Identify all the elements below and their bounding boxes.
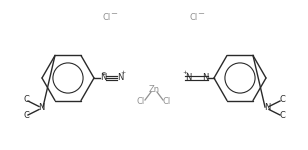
Text: C: C <box>279 111 285 120</box>
Text: C: C <box>23 96 29 105</box>
Text: N: N <box>117 74 123 82</box>
Text: −: − <box>111 9 117 18</box>
Text: +: + <box>120 70 126 75</box>
Text: C: C <box>23 111 29 120</box>
Text: C: C <box>279 96 285 105</box>
Text: ≡: ≡ <box>102 72 106 76</box>
Text: −: − <box>197 9 205 18</box>
Text: +: + <box>182 70 188 75</box>
Text: Cl: Cl <box>137 96 145 105</box>
Text: Zn: Zn <box>148 85 160 94</box>
Text: N: N <box>185 74 191 82</box>
Text: N: N <box>100 74 106 82</box>
Text: N: N <box>202 74 208 82</box>
Text: Cl: Cl <box>163 96 171 105</box>
Text: N: N <box>264 103 270 112</box>
Text: Cl: Cl <box>190 12 198 21</box>
Text: Cl: Cl <box>103 12 111 21</box>
Text: N: N <box>38 103 44 112</box>
